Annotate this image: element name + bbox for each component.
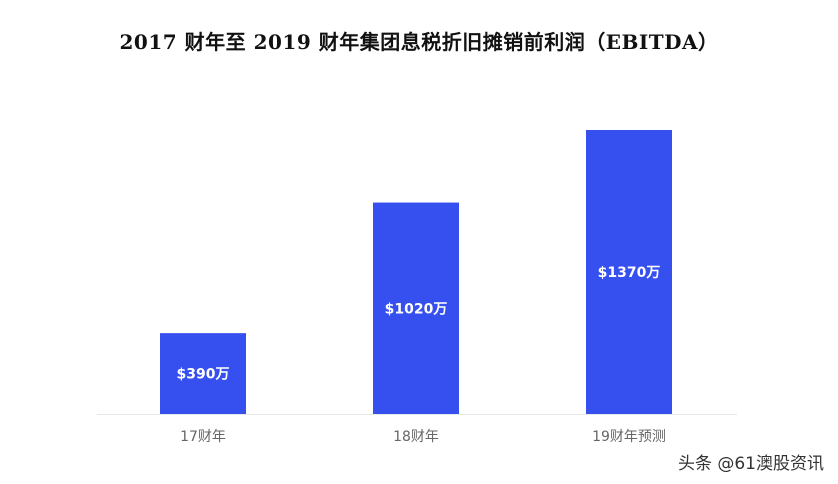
bar-2 [373, 202, 459, 414]
chart-title: 2017 财年至 2019 财年集团息税折旧摊销前利润（EBITDA） [119, 30, 719, 54]
bar-1 [160, 333, 246, 414]
data-label-2: $1020万 [385, 301, 448, 317]
x-tick-label-1: 17财年 [180, 429, 226, 445]
x-tick-label-2: 18财年 [393, 429, 439, 445]
watermark-text: 头条 @61澳股资讯 [677, 454, 824, 474]
data-label-1: $390万 [177, 367, 230, 383]
data-label-group: $390万 $1020万 $1370万 [177, 265, 661, 383]
bar-3 [586, 130, 672, 414]
x-tick-label-group: 17财年 18财年 19财年预测 [180, 429, 666, 445]
data-label-3: $1370万 [598, 265, 661, 281]
x-tick-label-3: 19财年预测 [592, 429, 666, 445]
bar-group [160, 130, 672, 414]
